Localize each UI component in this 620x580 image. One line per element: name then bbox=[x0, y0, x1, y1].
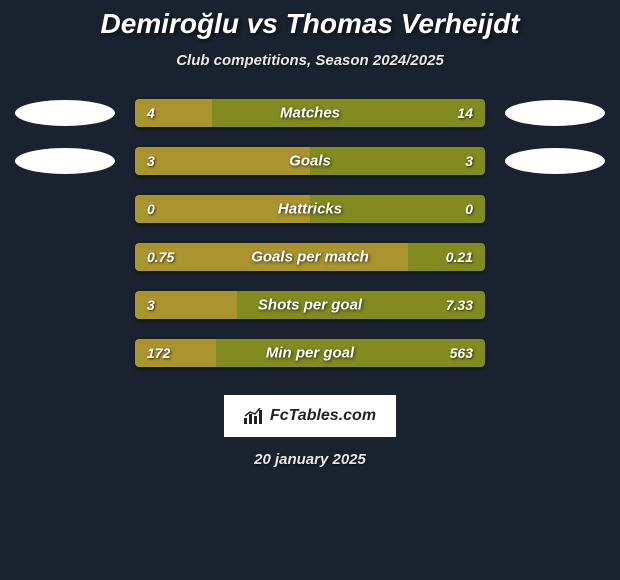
player-right-avatar bbox=[505, 196, 605, 222]
stat-row: 3 3 Goals bbox=[0, 147, 620, 175]
player-left-avatar bbox=[15, 196, 115, 222]
stat-value-left: 172 bbox=[147, 345, 170, 361]
brand-badge: FcTables.com bbox=[224, 395, 396, 437]
stat-bar: 3 7.33 Shots per goal bbox=[135, 291, 485, 319]
stat-label: Goals per match bbox=[251, 249, 369, 266]
stat-row: 4 14 Matches bbox=[0, 99, 620, 127]
stat-value-left: 0.75 bbox=[147, 249, 174, 265]
player-right-avatar bbox=[505, 292, 605, 318]
stat-bar: 3 3 Goals bbox=[135, 147, 485, 175]
player-right-avatar bbox=[505, 148, 605, 174]
stat-rows: 4 14 Matches 3 3 Goals 0 0 Hattricks 0.75 0.21 Goal… bbox=[0, 99, 620, 387]
stat-value-left: 4 bbox=[147, 105, 155, 121]
stat-value-left: 3 bbox=[147, 153, 155, 169]
stat-label: Hattricks bbox=[278, 201, 342, 218]
stat-row: 0.75 0.21 Goals per match bbox=[0, 243, 620, 271]
stat-bar: 4 14 Matches bbox=[135, 99, 485, 127]
page-title: Demiroğlu vs Thomas Verheijdt bbox=[100, 8, 519, 40]
stat-bar: 0.75 0.21 Goals per match bbox=[135, 243, 485, 271]
player-right-avatar bbox=[505, 100, 605, 126]
player-left-avatar bbox=[15, 100, 115, 126]
stat-value-right: 3 bbox=[465, 153, 473, 169]
stat-value-right: 0 bbox=[465, 201, 473, 217]
stat-row: 3 7.33 Shots per goal bbox=[0, 291, 620, 319]
stat-row: 172 563 Min per goal bbox=[0, 339, 620, 367]
stat-value-right: 0.21 bbox=[446, 249, 473, 265]
player-left-avatar bbox=[15, 148, 115, 174]
brand-text: FcTables.com bbox=[270, 407, 376, 425]
player-left-avatar bbox=[15, 292, 115, 318]
bar-right-segment bbox=[212, 99, 485, 127]
page-subtitle: Club competitions, Season 2024/2025 bbox=[176, 52, 444, 69]
stat-label: Matches bbox=[280, 105, 340, 122]
chart-icon bbox=[244, 408, 264, 424]
stat-row: 0 0 Hattricks bbox=[0, 195, 620, 223]
bar-right-segment bbox=[310, 147, 485, 175]
player-right-avatar bbox=[505, 340, 605, 366]
stat-label: Goals bbox=[289, 153, 331, 170]
player-right-avatar bbox=[505, 244, 605, 270]
page-date: 20 january 2025 bbox=[254, 451, 366, 468]
player-left-avatar bbox=[15, 244, 115, 270]
comparison-container: Demiroğlu vs Thomas Verheijdt Club compe… bbox=[0, 0, 620, 468]
stat-value-right: 14 bbox=[457, 105, 473, 121]
stat-value-right: 7.33 bbox=[446, 297, 473, 313]
stat-value-left: 0 bbox=[147, 201, 155, 217]
stat-label: Min per goal bbox=[266, 345, 354, 362]
stat-bar: 0 0 Hattricks bbox=[135, 195, 485, 223]
stat-bar: 172 563 Min per goal bbox=[135, 339, 485, 367]
player-left-avatar bbox=[15, 340, 115, 366]
bar-left-segment bbox=[135, 147, 310, 175]
stat-value-right: 563 bbox=[450, 345, 473, 361]
stat-label: Shots per goal bbox=[258, 297, 362, 314]
stat-value-left: 3 bbox=[147, 297, 155, 313]
